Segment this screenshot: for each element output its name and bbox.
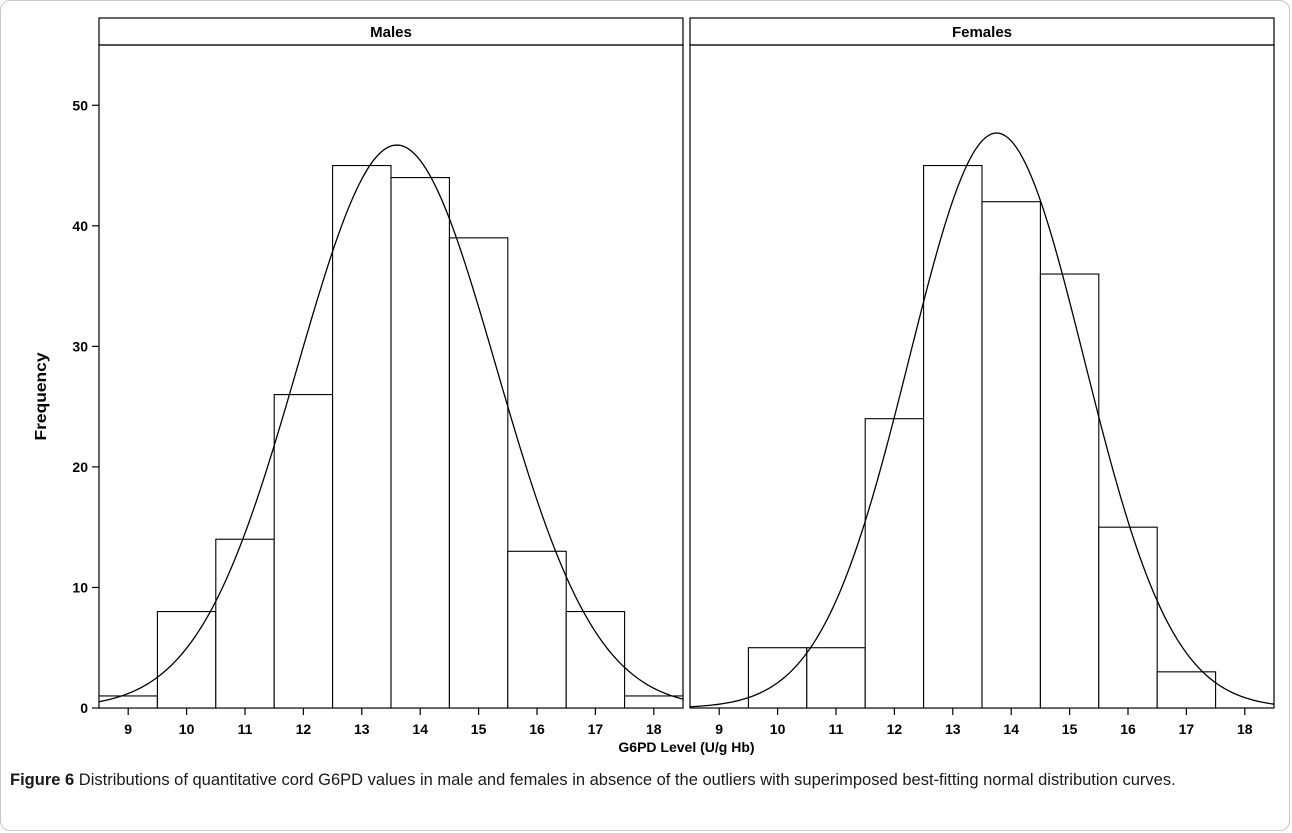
y-tick-label: 50 (72, 97, 88, 113)
panel-header (98, 17, 684, 46)
histogram-bar (565, 611, 626, 709)
x-tick-label: 18 (1237, 721, 1253, 737)
histogram-bar (332, 164, 392, 709)
x-tick-label: 17 (1179, 721, 1195, 737)
x-tick-label: 12 (887, 721, 903, 737)
histogram-bar (156, 611, 217, 709)
histogram-bar (507, 550, 567, 709)
y-tick-label: 30 (72, 338, 88, 354)
x-tick-label: 13 (354, 721, 370, 737)
x-tick-label: 10 (770, 721, 786, 737)
histogram-bar (215, 538, 275, 709)
histogram-bar (98, 695, 158, 709)
panel-title: Males (370, 24, 412, 41)
x-tick-label: 11 (829, 721, 844, 737)
x-axis-label: G6PD Level (U/g Hb) (618, 739, 754, 755)
histogram-bar (1098, 526, 1158, 709)
x-tick-label: 13 (945, 721, 961, 737)
y-tick-label: 0 (80, 700, 88, 716)
x-tick-label: 14 (412, 721, 428, 737)
histogram-bar (806, 647, 866, 709)
x-tick-label: 15 (471, 721, 487, 737)
normal-curve (98, 144, 684, 703)
y-tick-label: 10 (72, 579, 88, 595)
caption-label: Figure 6 (10, 771, 75, 789)
x-tick-label: 9 (715, 721, 723, 737)
y-tick-label: 20 (72, 459, 88, 475)
histogram-bar (864, 418, 925, 709)
panel-header (689, 17, 1275, 46)
y-axis-label: Frequency (33, 352, 50, 440)
x-tick-label: 16 (529, 721, 545, 737)
histogram-bar (390, 177, 450, 709)
x-tick-label: 12 (296, 721, 312, 737)
histogram-chart: Frequency 0 10 20 30 40 50 Males 9 10 11 12 13 14 15 16… (33, 17, 1275, 755)
panel-title: Females (952, 24, 1012, 41)
x-tick-label: 18 (646, 721, 662, 737)
normal-curve (689, 132, 1275, 708)
caption-text: Distributions of quantitative cord G6PD … (78, 771, 1176, 789)
x-tick-label: 9 (124, 721, 132, 737)
x-tick-label: 11 (238, 721, 253, 737)
histogram-bar (923, 164, 983, 709)
x-tick-label: 16 (1120, 721, 1136, 737)
histogram-bar (981, 201, 1041, 709)
histogram-bar (624, 695, 684, 709)
x-tick-label: 14 (1003, 721, 1019, 737)
histogram-bar (1039, 273, 1100, 709)
histogram-bar (747, 647, 808, 709)
x-tick-label: 10 (179, 721, 195, 737)
x-tick-label: 17 (588, 721, 604, 737)
y-tick-label: 40 (72, 218, 88, 234)
figure-caption: Figure 6 Distributions of quantitative c… (10, 768, 1280, 793)
x-tick-label: 15 (1062, 721, 1078, 737)
histogram-bar (448, 237, 509, 709)
histogram-bar (273, 394, 334, 709)
histogram-bar (1156, 671, 1217, 709)
